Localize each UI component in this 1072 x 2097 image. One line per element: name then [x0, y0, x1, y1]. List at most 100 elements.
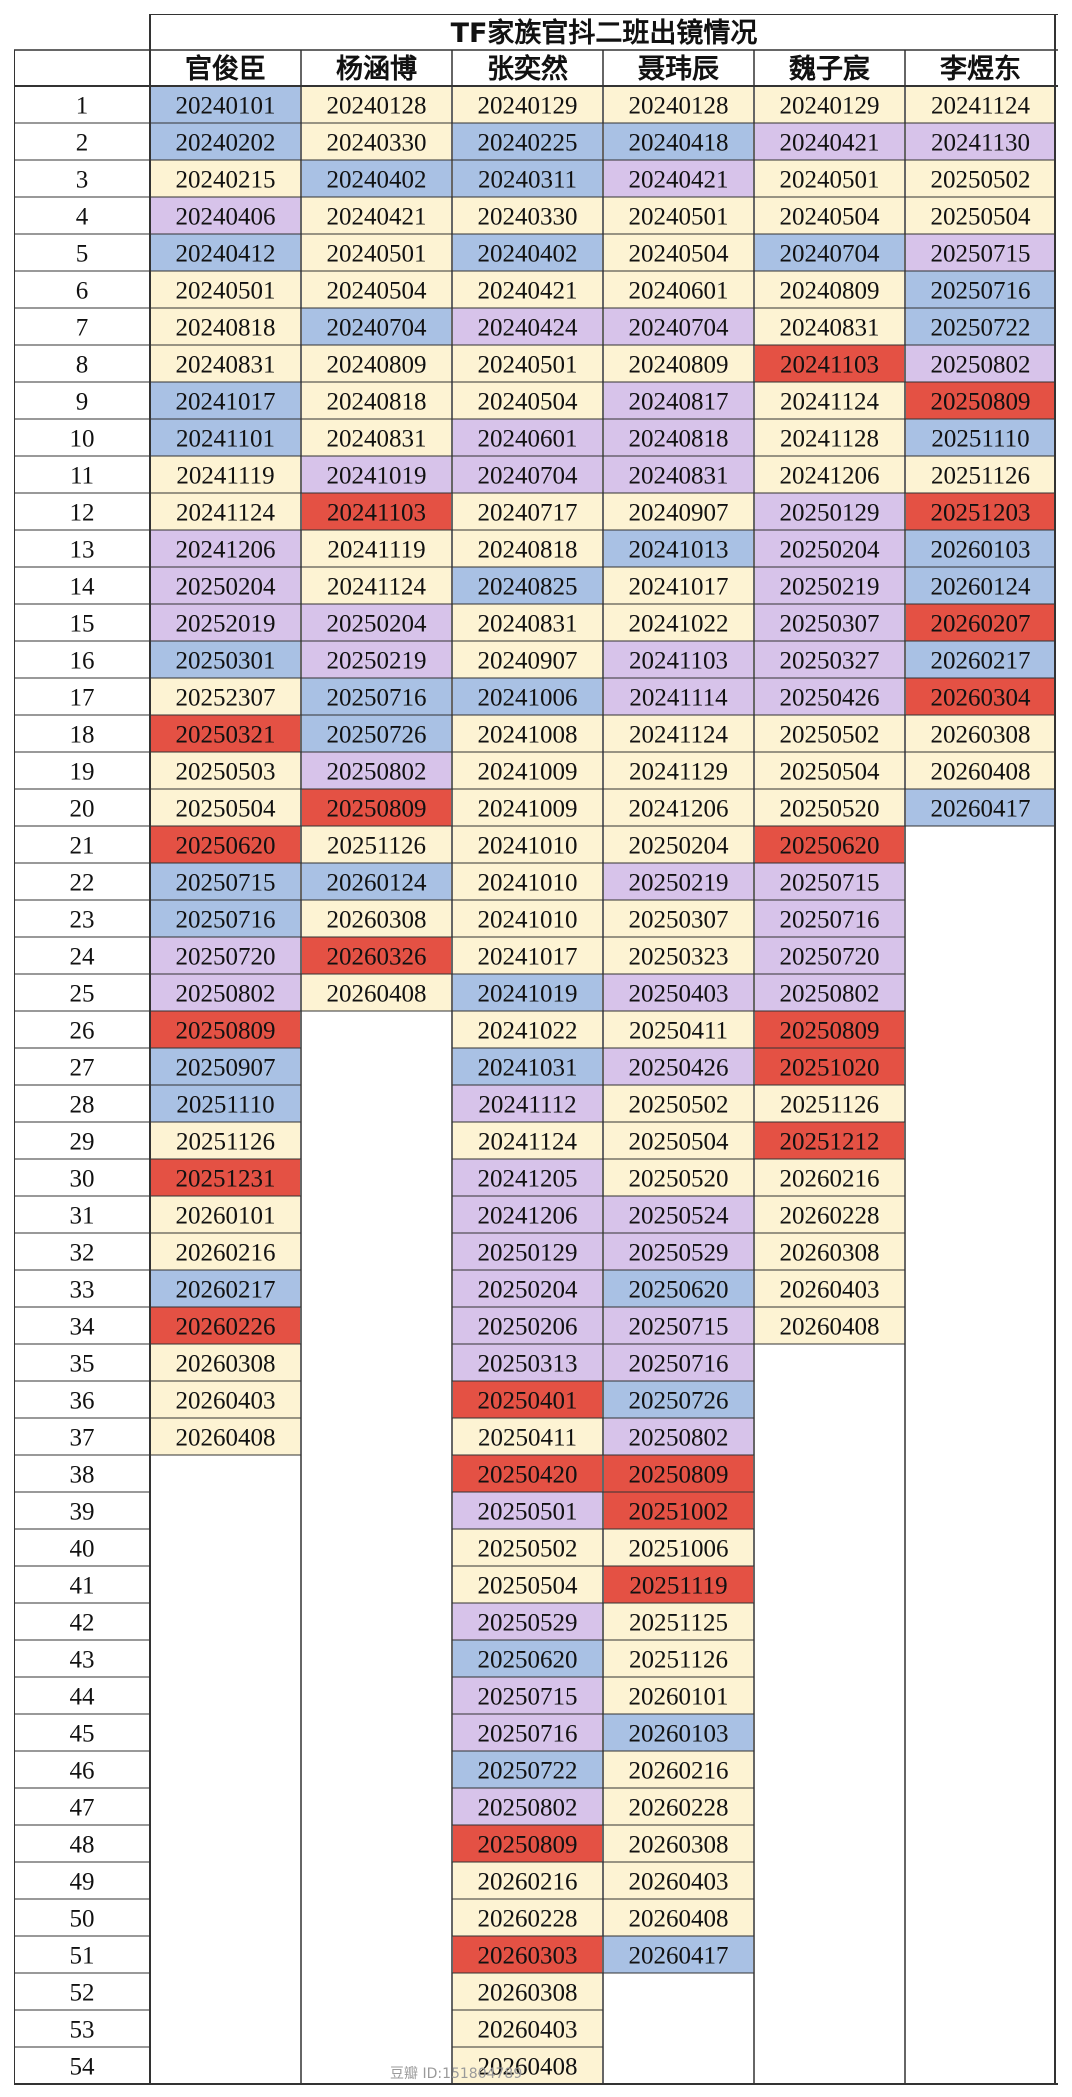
date-text: 20250726 — [327, 722, 427, 749]
row-number: 11 — [70, 463, 94, 490]
date-text: 20250809 — [629, 1462, 729, 1489]
date-cell — [453, 123, 602, 160]
date-text: 20241017 — [478, 944, 578, 971]
row-number: 41 — [70, 1573, 95, 1600]
date-cell — [151, 345, 300, 382]
date-text: 20241205 — [478, 1166, 578, 1193]
date-cell — [604, 530, 753, 567]
date-text: 20250720 — [176, 944, 276, 971]
date-cell — [604, 826, 753, 863]
date-text: 20250715 — [931, 241, 1031, 268]
date-cell — [151, 826, 300, 863]
date-cell — [453, 1899, 602, 1936]
date-text: 20260308 — [629, 1832, 729, 1859]
date-cell — [151, 419, 300, 456]
date-text: 20260403 — [629, 1869, 729, 1896]
date-cell — [151, 1122, 300, 1159]
date-cell — [604, 1085, 753, 1122]
date-cell — [453, 641, 602, 678]
column-header: 魏子宸 — [789, 54, 871, 85]
row-number: 4 — [76, 204, 89, 231]
date-text: 20250129 — [478, 1240, 578, 1267]
date-cell — [906, 604, 1055, 641]
date-cell — [453, 789, 602, 826]
date-text: 20251126 — [629, 1647, 728, 1674]
date-cell — [604, 1307, 753, 1344]
date-cell — [453, 1973, 602, 2010]
row-number: 43 — [70, 1647, 95, 1674]
date-cell — [453, 1492, 602, 1529]
date-text: 20250219 — [780, 574, 880, 601]
row-number: 52 — [70, 1980, 95, 2007]
date-text: 20241124 — [780, 389, 880, 416]
date-cell — [755, 1085, 904, 1122]
date-cell — [302, 493, 451, 530]
date-text: 20241206 — [629, 796, 729, 823]
date-text: 20241031 — [478, 1055, 578, 1082]
date-text: 20260217 — [176, 1277, 276, 1304]
date-cell — [604, 678, 753, 715]
date-text: 20241119 — [327, 537, 425, 564]
row-number: 9 — [76, 389, 89, 416]
date-text: 20260228 — [780, 1203, 880, 1230]
date-cell — [604, 1233, 753, 1270]
date-cell — [302, 234, 451, 271]
date-cell — [453, 493, 602, 530]
date-text: 20250323 — [629, 944, 729, 971]
date-text: 20240809 — [629, 352, 729, 379]
date-text: 20250307 — [780, 611, 880, 638]
date-cell — [604, 197, 753, 234]
date-text: 20250129 — [780, 500, 880, 527]
date-text: 20251119 — [629, 1573, 727, 1600]
date-text: 20240128 — [327, 93, 427, 120]
date-cell — [604, 1862, 753, 1899]
date-text: 20240907 — [629, 500, 729, 527]
date-cell — [151, 271, 300, 308]
date-text: 20250401 — [478, 1388, 578, 1415]
date-text: 20251002 — [629, 1499, 729, 1526]
date-cell — [302, 271, 451, 308]
date-cell — [453, 1529, 602, 1566]
date-text: 20250502 — [629, 1092, 729, 1119]
date-cell — [604, 1381, 753, 1418]
date-text: 20250502 — [478, 1536, 578, 1563]
row-number: 47 — [70, 1795, 95, 1822]
column-header: 官俊臣 — [185, 53, 266, 85]
date-text: 20250809 — [780, 1018, 880, 1045]
row-number: 22 — [70, 870, 95, 897]
date-text: 20240717 — [478, 500, 578, 527]
date-text: 20240421 — [780, 130, 880, 157]
date-cell — [755, 271, 904, 308]
date-cell — [604, 1825, 753, 1862]
date-cell — [453, 2047, 602, 2084]
date-cell — [604, 160, 753, 197]
date-text: 20250802 — [478, 1795, 578, 1822]
date-cell — [755, 604, 904, 641]
date-text: 20250204 — [176, 574, 277, 601]
date-text: 20250420 — [478, 1462, 578, 1489]
date-cell — [755, 234, 904, 271]
date-text: 20240831 — [629, 463, 729, 490]
date-text: 20250726 — [629, 1388, 729, 1415]
date-text: 20260304 — [931, 685, 1032, 712]
date-cell — [755, 456, 904, 493]
date-cell — [151, 752, 300, 789]
row-number: 17 — [70, 685, 95, 712]
date-cell — [604, 382, 753, 419]
date-cell — [906, 715, 1055, 752]
date-text: 20250321 — [176, 722, 276, 749]
row-number: 44 — [70, 1684, 96, 1711]
date-text: 20240817 — [629, 389, 729, 416]
row-number: 38 — [70, 1462, 95, 1489]
date-text: 20240601 — [629, 278, 729, 305]
date-cell — [604, 567, 753, 604]
date-cell — [302, 937, 451, 974]
date-cell — [151, 530, 300, 567]
date-text: 20240330 — [327, 130, 427, 157]
date-cell — [302, 123, 451, 160]
date-cell — [151, 1048, 300, 1085]
date-text: 20240818 — [478, 537, 578, 564]
column-header: 李煜东 — [939, 53, 1021, 85]
date-text: 20240202 — [176, 130, 276, 157]
date-cell — [755, 345, 904, 382]
